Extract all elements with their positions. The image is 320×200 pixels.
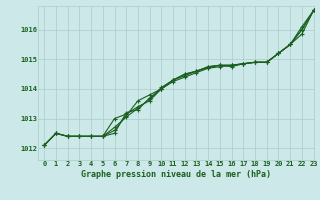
X-axis label: Graphe pression niveau de la mer (hPa): Graphe pression niveau de la mer (hPa) bbox=[81, 170, 271, 179]
